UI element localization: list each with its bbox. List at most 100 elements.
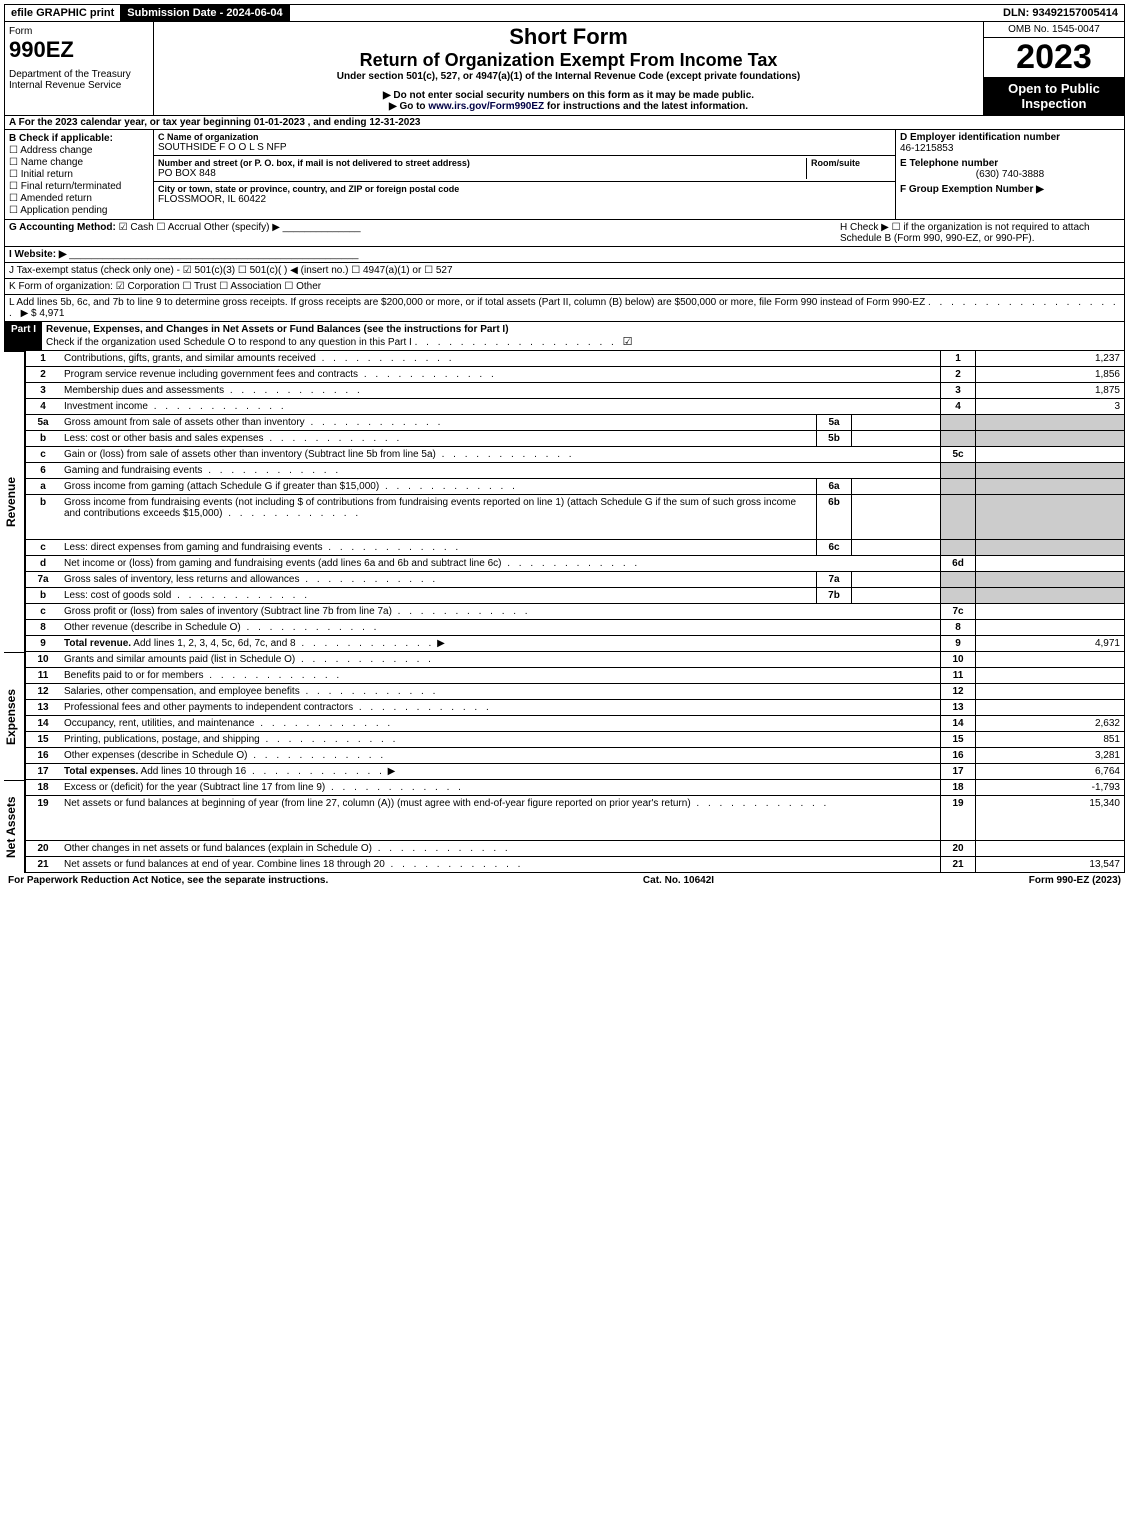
room-label: Room/suite bbox=[811, 158, 891, 168]
subline-amount bbox=[852, 479, 941, 495]
col-number bbox=[941, 495, 976, 540]
line-amount bbox=[976, 415, 1125, 431]
department-label: Department of the Treasury Internal Reve… bbox=[9, 69, 149, 91]
check-address-change[interactable]: Address change bbox=[9, 145, 149, 156]
other-specify: Other (specify) ▶ bbox=[204, 222, 280, 233]
line-description: Gross profit or (loss) from sales of inv… bbox=[60, 604, 941, 620]
line-description: Salaries, other compensation, and employ… bbox=[60, 684, 941, 700]
table-row: aGross income from gaming (attach Schedu… bbox=[26, 479, 1125, 495]
line-amount bbox=[976, 588, 1125, 604]
table-row: 4Investment income . . . . . . . . . . .… bbox=[26, 399, 1125, 415]
line-amount bbox=[976, 431, 1125, 447]
section-b: B Check if applicable: Address change Na… bbox=[5, 130, 154, 219]
schedule-o-checkbox[interactable]: ☑ bbox=[623, 336, 633, 348]
line-description: Net income or (loss) from gaming and fun… bbox=[60, 556, 941, 572]
table-row: 11Benefits paid to or for members . . . … bbox=[26, 668, 1125, 684]
table-row: 6Gaming and fundraising events . . . . .… bbox=[26, 463, 1125, 479]
row-i: I Website: ▶ ___________________________… bbox=[4, 247, 1125, 263]
line-amount bbox=[976, 556, 1125, 572]
website-label: I Website: ▶ bbox=[9, 249, 67, 260]
check-application-pending[interactable]: Application pending bbox=[9, 205, 149, 216]
col-number: 19 bbox=[941, 796, 976, 841]
line-number: 6 bbox=[26, 463, 61, 479]
group-exemption-label: F Group Exemption Number ▶ bbox=[900, 184, 1120, 195]
check-amended-return[interactable]: Amended return bbox=[9, 193, 149, 204]
table-row: 8Other revenue (describe in Schedule O) … bbox=[26, 620, 1125, 636]
line-description: Less: cost of goods sold . . . . . . . .… bbox=[60, 588, 817, 604]
line-description: Gross income from gaming (attach Schedul… bbox=[60, 479, 817, 495]
line-amount bbox=[976, 447, 1125, 463]
line-number: 18 bbox=[26, 780, 61, 796]
check-accrual[interactable]: Accrual bbox=[157, 222, 202, 233]
table-row: cLess: direct expenses from gaming and f… bbox=[26, 540, 1125, 556]
line-number: 19 bbox=[26, 796, 61, 841]
col-number: 11 bbox=[941, 668, 976, 684]
subline-number: 7a bbox=[817, 572, 852, 588]
line-number: 20 bbox=[26, 841, 61, 857]
row-l: L Add lines 5b, 6c, and 7b to line 9 to … bbox=[4, 295, 1125, 322]
form-number: 990EZ bbox=[9, 37, 149, 63]
expenses-section: Expenses 10Grants and similar amounts pa… bbox=[4, 652, 1125, 780]
col-number: 18 bbox=[941, 780, 976, 796]
col-number: 1 bbox=[941, 351, 976, 367]
check-cash[interactable]: Cash bbox=[119, 222, 154, 233]
line-description: Membership dues and assessments . . . . … bbox=[60, 383, 941, 399]
table-row: 13Professional fees and other payments t… bbox=[26, 700, 1125, 716]
efile-print-label[interactable]: efile GRAPHIC print bbox=[5, 5, 121, 21]
phone-value: (630) 740-3888 bbox=[900, 169, 1120, 180]
col-number: 16 bbox=[941, 748, 976, 764]
line-amount: 6,764 bbox=[976, 764, 1125, 780]
subline-number: 7b bbox=[817, 588, 852, 604]
line-number: 13 bbox=[26, 700, 61, 716]
line-number: b bbox=[26, 588, 61, 604]
accounting-method-label: G Accounting Method: bbox=[9, 222, 116, 233]
col-number: 4 bbox=[941, 399, 976, 415]
line-amount: 3 bbox=[976, 399, 1125, 415]
line-number: 12 bbox=[26, 684, 61, 700]
line-number: 17 bbox=[26, 764, 61, 780]
ein-label: D Employer identification number bbox=[900, 132, 1120, 143]
line-number: a bbox=[26, 479, 61, 495]
open-to-public-badge: Open to Public Inspection bbox=[984, 77, 1124, 115]
line-number: b bbox=[26, 495, 61, 540]
tax-year: 2023 bbox=[984, 38, 1124, 77]
line-amount bbox=[976, 572, 1125, 588]
col-number: 3 bbox=[941, 383, 976, 399]
subline-number: 6c bbox=[817, 540, 852, 556]
col-number: 17 bbox=[941, 764, 976, 780]
line-description: Gross amount from sale of assets other t… bbox=[60, 415, 817, 431]
table-row: bLess: cost of goods sold . . . . . . . … bbox=[26, 588, 1125, 604]
line-amount: 1,237 bbox=[976, 351, 1125, 367]
check-final-return[interactable]: Final return/terminated bbox=[9, 181, 149, 192]
ein-value: 46-1215853 bbox=[900, 143, 1120, 154]
footer-mid: Cat. No. 10642I bbox=[643, 875, 714, 886]
footer-right: Form 990-EZ (2023) bbox=[1029, 875, 1121, 886]
check-name-change[interactable]: Name change bbox=[9, 157, 149, 168]
street-value: PO BOX 848 bbox=[158, 168, 806, 179]
table-row: 10Grants and similar amounts paid (list … bbox=[26, 652, 1125, 668]
street-label: Number and street (or P. O. box, if mail… bbox=[158, 158, 806, 168]
line-amount bbox=[976, 479, 1125, 495]
irs-link[interactable]: www.irs.gov/Form990EZ bbox=[428, 101, 544, 112]
table-row: 19Net assets or fund balances at beginni… bbox=[26, 796, 1125, 841]
col-number: 20 bbox=[941, 841, 976, 857]
line-amount: 15,340 bbox=[976, 796, 1125, 841]
line-amount bbox=[976, 463, 1125, 479]
row-l-text: L Add lines 5b, 6c, and 7b to line 9 to … bbox=[9, 297, 925, 308]
col-number: 8 bbox=[941, 620, 976, 636]
line-description: Grants and similar amounts paid (list in… bbox=[60, 652, 941, 668]
expenses-table: 10Grants and similar amounts paid (list … bbox=[25, 652, 1125, 780]
col-number: 7c bbox=[941, 604, 976, 620]
line-amount bbox=[976, 540, 1125, 556]
form-header: Form 990EZ Department of the Treasury In… bbox=[4, 22, 1125, 116]
line-number: 5a bbox=[26, 415, 61, 431]
line-number: 2 bbox=[26, 367, 61, 383]
check-initial-return[interactable]: Initial return bbox=[9, 169, 149, 180]
line-description: Other changes in net assets or fund bala… bbox=[60, 841, 941, 857]
line-description: Printing, publications, postage, and shi… bbox=[60, 732, 941, 748]
subline-amount bbox=[852, 415, 941, 431]
line-description: Gaming and fundraising events . . . . . … bbox=[60, 463, 941, 479]
line-number: 9 bbox=[26, 636, 61, 652]
revenue-section: Revenue 1Contributions, gifts, grants, a… bbox=[4, 351, 1125, 652]
section-c: C Name of organization SOUTHSIDE F O O L… bbox=[154, 130, 896, 219]
